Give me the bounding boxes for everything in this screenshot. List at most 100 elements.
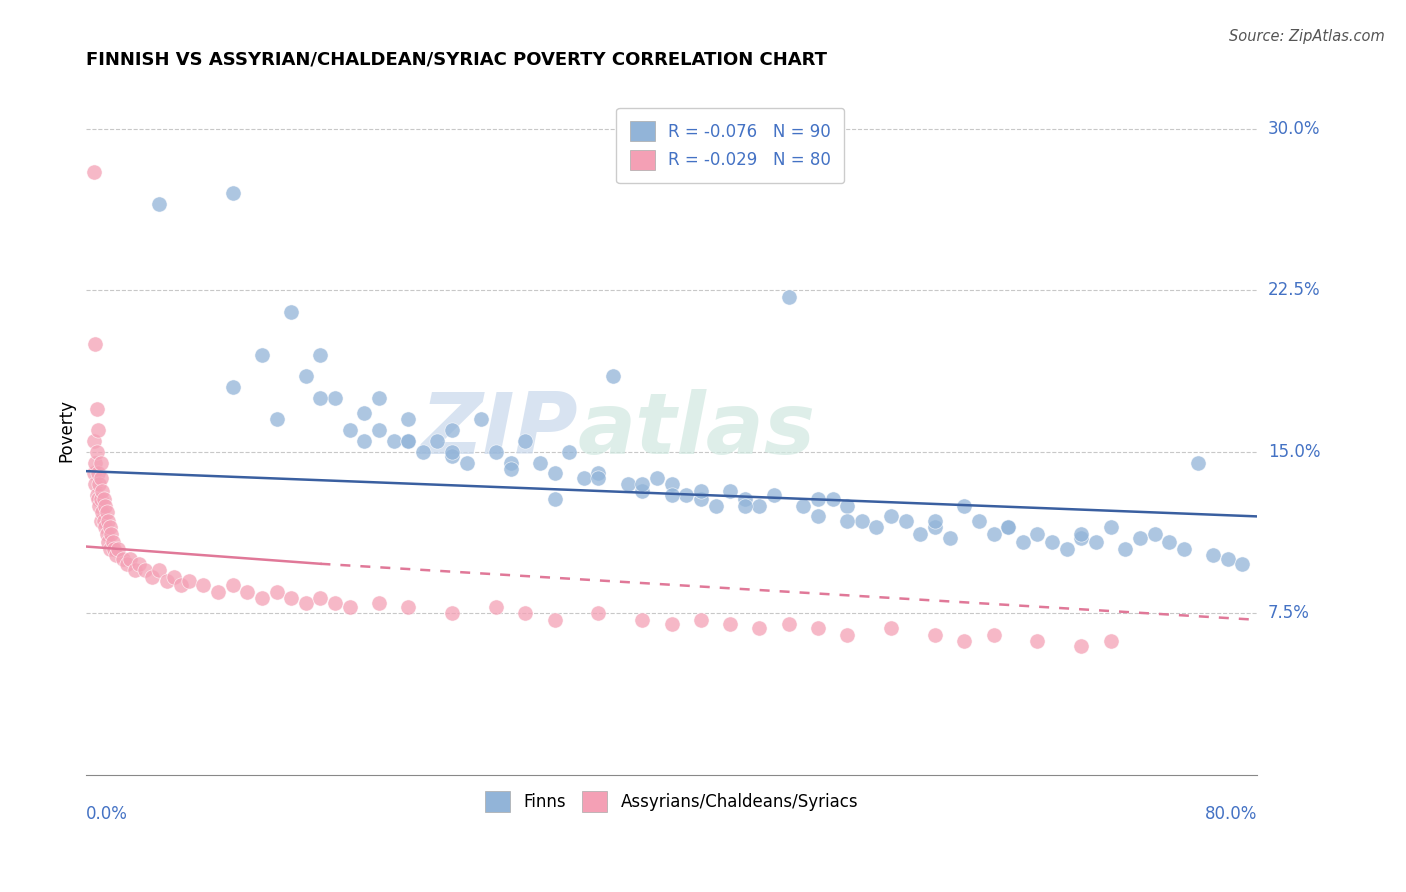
Point	[1187, 456, 1209, 470]
Text: atlas: atlas	[578, 389, 815, 472]
Point	[837, 628, 859, 642]
Point	[441, 423, 464, 437]
Point	[865, 520, 887, 534]
Point	[368, 596, 391, 610]
Point	[87, 467, 110, 481]
Point	[170, 578, 193, 592]
Point	[1232, 557, 1254, 571]
Point	[1114, 541, 1136, 556]
Legend: Finns, Assyrians/Chaldeans/Syriacs: Finns, Assyrians/Chaldeans/Syriacs	[478, 785, 865, 818]
Point	[661, 477, 683, 491]
Point	[953, 499, 976, 513]
Point	[645, 470, 668, 484]
Point	[94, 520, 117, 534]
Point	[84, 477, 107, 491]
Point	[543, 467, 565, 481]
Text: FINNISH VS ASSYRIAN/CHALDEAN/SYRIAC POVERTY CORRELATION CHART: FINNISH VS ASSYRIAN/CHALDEAN/SYRIAC POVE…	[86, 51, 827, 69]
Point	[485, 599, 508, 614]
Point	[924, 628, 946, 642]
Point	[163, 570, 186, 584]
Point	[807, 509, 830, 524]
Point	[90, 492, 112, 507]
Point	[83, 467, 105, 481]
Point	[778, 617, 800, 632]
Point	[631, 613, 654, 627]
Point	[177, 574, 200, 588]
Point	[91, 483, 114, 498]
Point	[1129, 531, 1152, 545]
Point	[983, 628, 1005, 642]
Point	[84, 337, 107, 351]
Point	[93, 514, 115, 528]
Point	[588, 607, 610, 621]
Point	[323, 596, 346, 610]
Point	[558, 444, 581, 458]
Point	[101, 535, 124, 549]
Point	[396, 599, 419, 614]
Point	[837, 499, 859, 513]
Point	[84, 456, 107, 470]
Point	[894, 514, 917, 528]
Y-axis label: Poverty: Poverty	[58, 399, 75, 462]
Point	[141, 570, 163, 584]
Point	[89, 499, 111, 513]
Point	[953, 634, 976, 648]
Point	[997, 520, 1019, 534]
Point	[97, 535, 120, 549]
Point	[734, 499, 756, 513]
Point	[87, 423, 110, 437]
Point	[83, 164, 105, 178]
Point	[412, 444, 434, 458]
Point	[86, 401, 108, 416]
Point	[837, 514, 859, 528]
Point	[221, 578, 243, 592]
Point	[368, 423, 391, 437]
Point	[266, 584, 288, 599]
Point	[675, 488, 697, 502]
Point	[207, 584, 229, 599]
Point	[1040, 535, 1063, 549]
Point	[323, 391, 346, 405]
Point	[1202, 548, 1225, 562]
Point	[616, 477, 638, 491]
Point	[353, 434, 375, 448]
Text: 80.0%: 80.0%	[1205, 805, 1257, 823]
Point	[426, 434, 449, 448]
Point	[631, 483, 654, 498]
Point	[1011, 535, 1033, 549]
Point	[1070, 639, 1092, 653]
Point	[236, 584, 259, 599]
Point	[294, 369, 316, 384]
Point	[98, 541, 121, 556]
Point	[470, 412, 492, 426]
Point	[1159, 535, 1181, 549]
Point	[499, 456, 522, 470]
Point	[924, 514, 946, 528]
Point	[90, 456, 112, 470]
Point	[339, 599, 361, 614]
Point	[763, 488, 786, 502]
Point	[690, 483, 713, 498]
Point	[910, 526, 932, 541]
Point	[631, 477, 654, 491]
Point	[309, 391, 332, 405]
Point	[792, 499, 814, 513]
Point	[309, 591, 332, 606]
Point	[87, 492, 110, 507]
Point	[880, 509, 903, 524]
Point	[96, 505, 118, 519]
Point	[602, 369, 624, 384]
Point	[353, 406, 375, 420]
Point	[588, 470, 610, 484]
Point	[91, 505, 114, 519]
Point	[94, 499, 117, 513]
Point	[485, 444, 508, 458]
Point	[543, 613, 565, 627]
Point	[924, 520, 946, 534]
Point	[294, 596, 316, 610]
Point	[250, 348, 273, 362]
Point	[572, 470, 595, 484]
Point	[107, 541, 129, 556]
Point	[1173, 541, 1195, 556]
Text: 0.0%: 0.0%	[86, 805, 128, 823]
